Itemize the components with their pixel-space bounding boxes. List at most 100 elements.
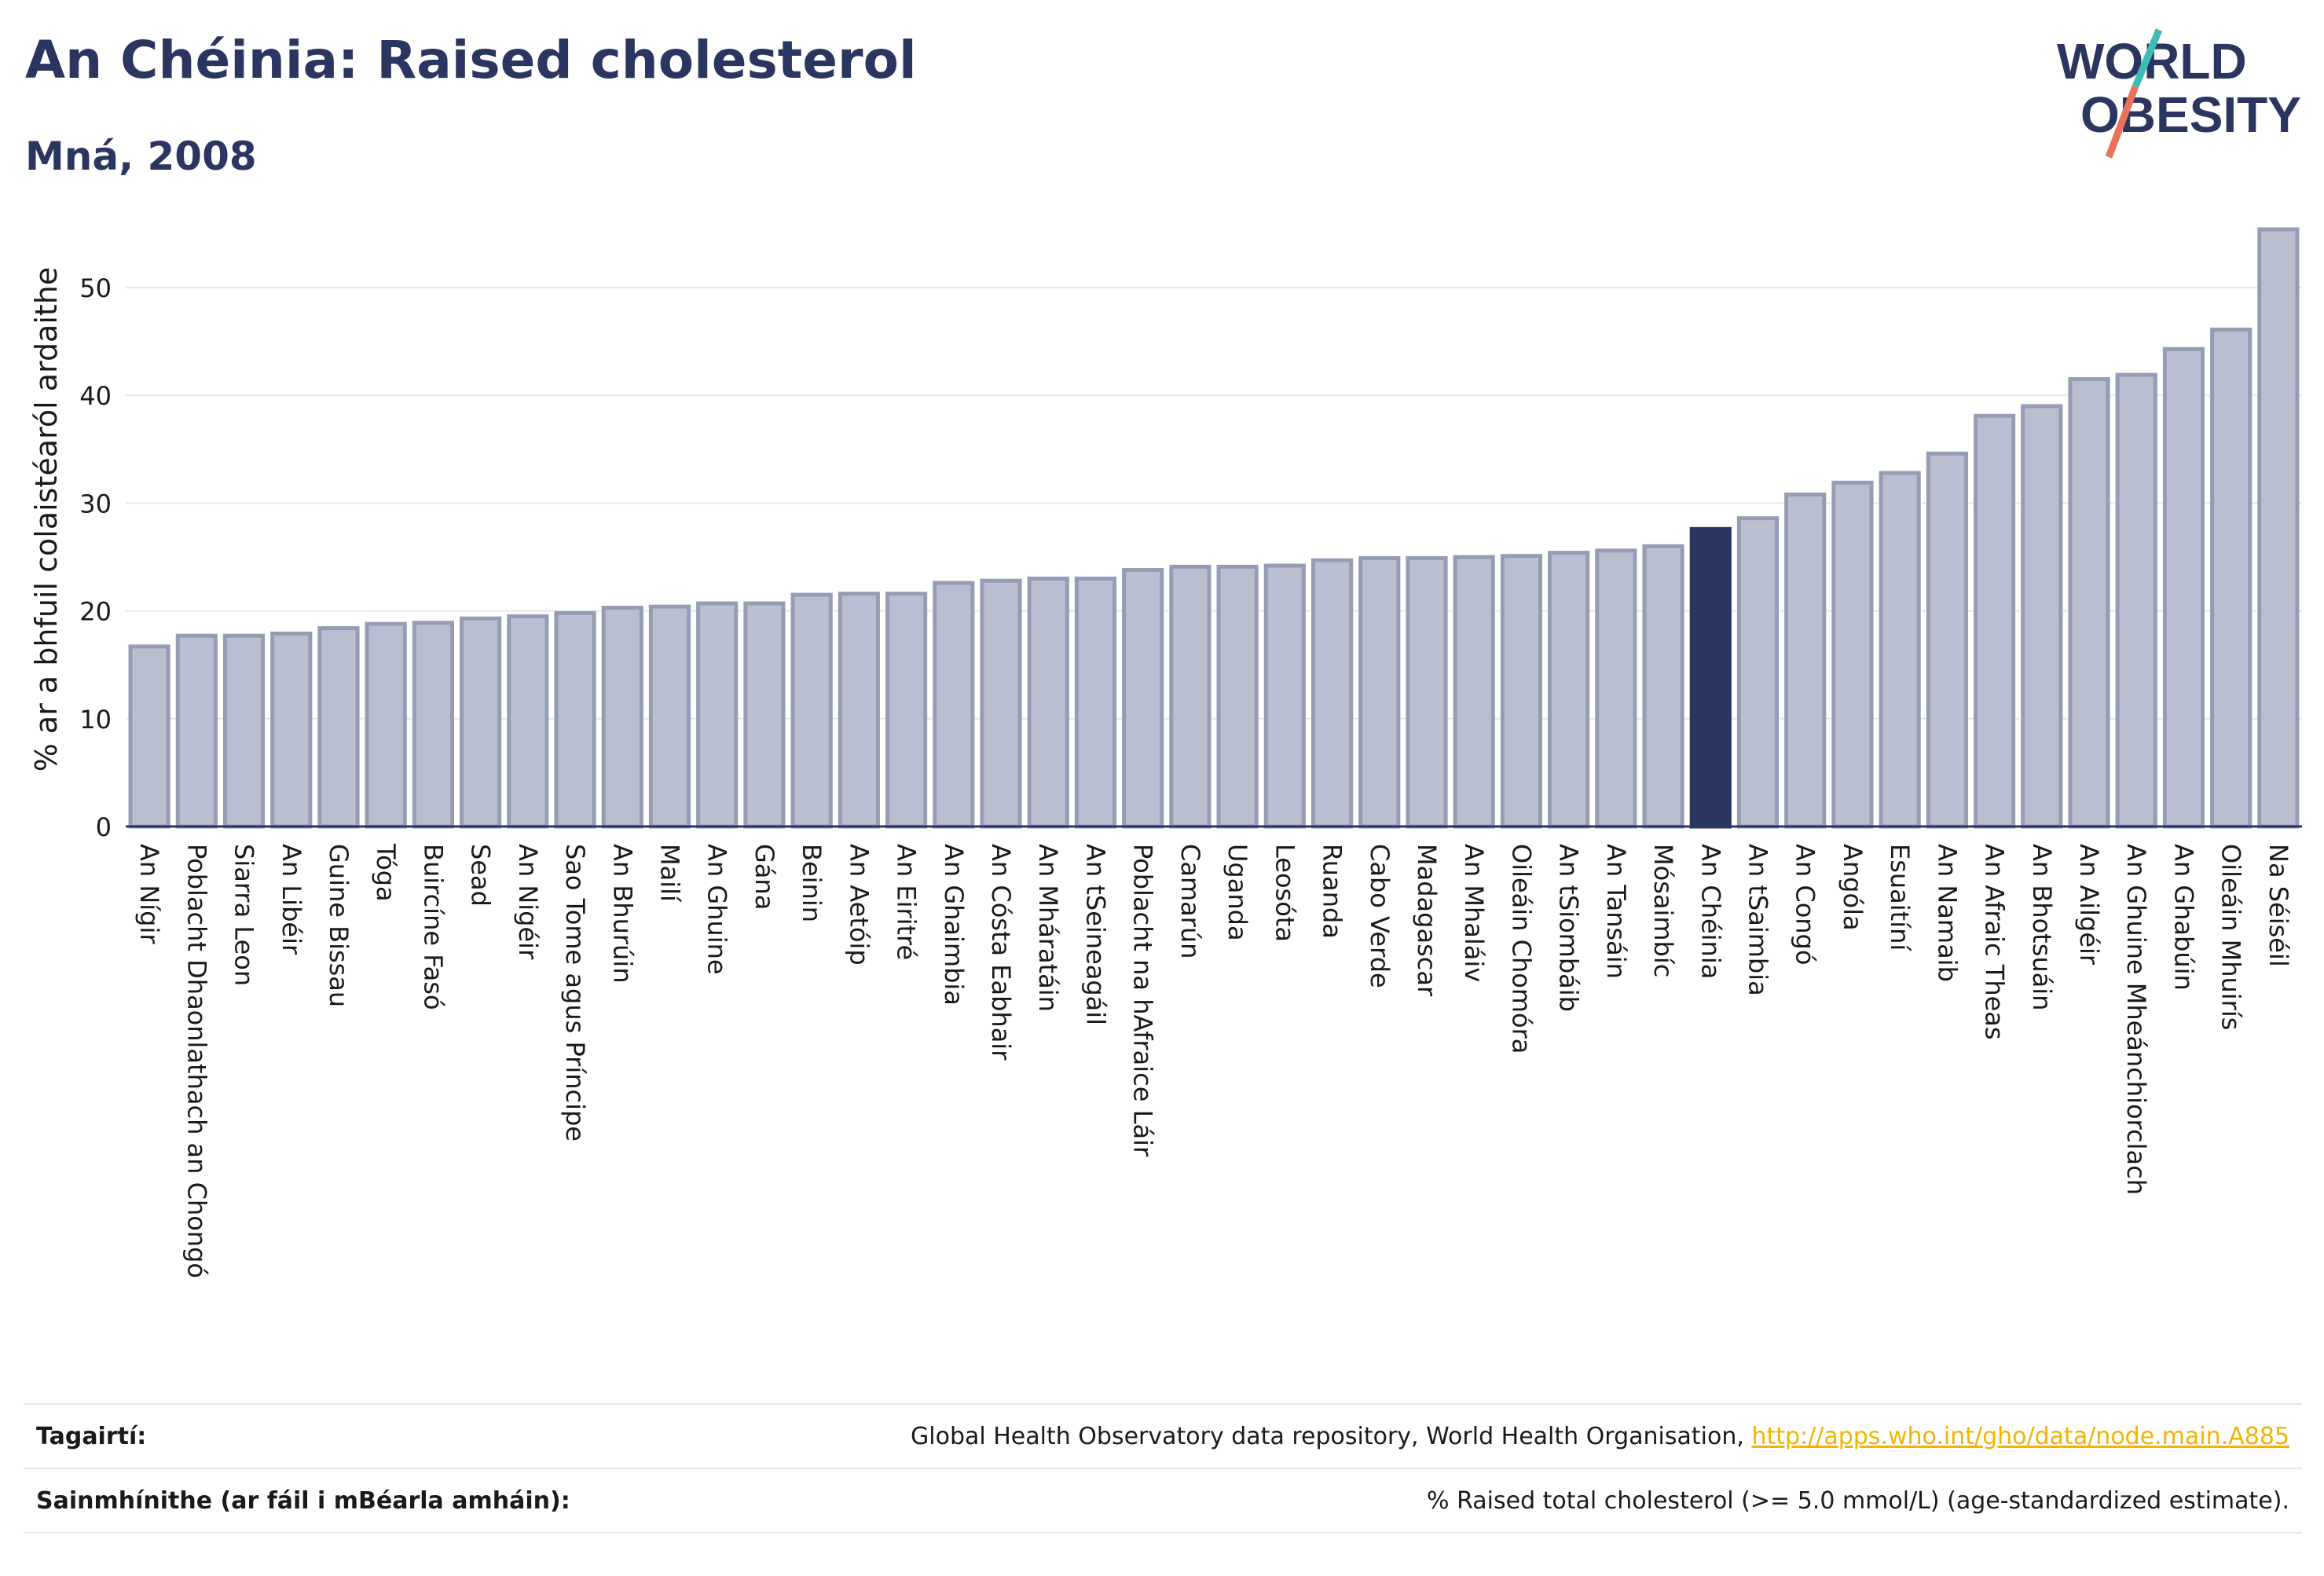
bar-44 [2210, 328, 2253, 829]
logo-slash-bottom [2105, 85, 2139, 159]
bar-29 [1500, 554, 1542, 829]
x-tick-label: Tóga [371, 843, 401, 902]
bar-14 [790, 592, 833, 829]
x-tick-label: An Libéir [277, 844, 306, 955]
bar-22 [1169, 564, 1211, 829]
bar-45 [2257, 227, 2300, 829]
x-tick-label: An Ghabúin [2168, 844, 2198, 991]
references-text: Global Health Observatory data repositor… [911, 1422, 1752, 1450]
x-tick-label: Madagascar [1412, 844, 1442, 997]
bar-43 [2162, 346, 2205, 829]
bar-0 [128, 644, 170, 829]
y-tick-label: 20 [79, 597, 112, 627]
bar-chart: 0 10 20 30 40 50 An Nígir Poblacht Dhaonlathach… [29, 227, 2302, 1278]
chart-title: An Chéinia: Raised cholesterol [25, 30, 917, 90]
x-tick-label: Oileáin Chomóra [1506, 844, 1536, 1054]
bar-4 [317, 626, 360, 829]
x-tick-label: An tSaimbia [1743, 844, 1773, 996]
x-tick-label: Uganda [1222, 844, 1252, 941]
y-tick-label: 50 [79, 273, 112, 303]
bar-25 [1310, 558, 1354, 829]
x-tick-label: Cabo Verde [1365, 844, 1395, 988]
bar-27 [1406, 555, 1448, 829]
x-tick-label: Ruanda [1318, 844, 1347, 939]
bar-35 [1784, 492, 1827, 829]
x-tick-label: An Bhotsuáin [2027, 844, 2057, 1010]
bar-2 [222, 633, 266, 829]
bar-38 [1926, 451, 1968, 829]
x-tick-label: An Ghuine Mheánchiorclach [2121, 844, 2151, 1195]
references-row: Tagairtí: Global Health Observatory data… [24, 1405, 2302, 1468]
bar-37 [1879, 471, 1921, 829]
bar-28 [1453, 555, 1495, 829]
bar-12 [696, 601, 739, 829]
y-axis-title: % ar a bhfuil colaistéaról ardaithe [29, 267, 64, 772]
y-tick-label: 30 [79, 489, 112, 519]
x-tick-label: An Tansáin [1601, 844, 1631, 979]
x-tick-label: An Bhurúin [607, 844, 637, 983]
y-tick-label: 40 [79, 381, 112, 411]
x-tick-label: An Eiritré [892, 844, 922, 960]
x-tick-label: An Mhaláiv [1459, 844, 1489, 982]
bar-32 [1642, 544, 1684, 829]
bar-31 [1595, 548, 1637, 829]
bar-34 [1736, 516, 1780, 829]
x-tick-label: Sao Tome agus Príncipe [560, 844, 590, 1142]
x-tick-label: Sead [466, 844, 496, 907]
bar-42 [2115, 372, 2157, 829]
x-tick-label: An Congó [1791, 844, 1820, 965]
bar-3 [270, 631, 313, 829]
bar-40 [2021, 404, 2063, 829]
bar-19 [1027, 576, 1069, 829]
bar-7 [460, 616, 502, 829]
x-tick-label: Poblacht Dhaonlathach an Chongó [181, 844, 211, 1278]
labels: 0 10 20 30 40 50 An Nígir Poblacht Dhaonlathach… [29, 267, 2293, 1278]
x-tick-label: Poblacht na hAfraice Láir [1128, 844, 1158, 1157]
x-tick-label: Esuaitíní [1885, 844, 1915, 951]
bar-26 [1358, 555, 1401, 829]
bar-18 [980, 578, 1022, 829]
x-tick-label: Buircíne Fasó [418, 844, 448, 1010]
bar-11 [648, 604, 691, 829]
bar-20 [1074, 576, 1117, 829]
x-tick-label: Siarra Leon [229, 844, 259, 986]
x-tick-label: Mailí [655, 844, 685, 903]
logo-slash-top [2132, 28, 2163, 88]
x-tick-label: Camarún [1175, 844, 1205, 958]
references-link[interactable]: http://apps.who.int/gho/data/node.main.A… [1751, 1422, 2289, 1450]
bar-33 [1689, 526, 1732, 829]
y-tick-label: 10 [79, 705, 112, 735]
x-tick-label: An Nígir [134, 844, 164, 944]
definitions-value: % Raised total cholesterol (>= 5.0 mmol/… [1427, 1486, 2289, 1515]
bar-23 [1216, 564, 1259, 829]
x-tick-label: An tSiombáib [1554, 844, 1584, 1012]
bar-21 [1122, 567, 1164, 829]
x-tick-label: An Namaib [1932, 844, 1962, 982]
bar-39 [1974, 413, 2016, 829]
bar-30 [1548, 551, 1590, 829]
references-value: Global Health Observatory data repositor… [911, 1423, 2302, 1450]
definitions-label: Sainmhínithe (ar fáil i mBéarla amháin): [36, 1486, 570, 1515]
x-tick-label: Beinin [797, 844, 827, 922]
x-tick-label: An tSeineagáil [1080, 844, 1110, 1025]
x-tick-label: An Ghuine [702, 844, 732, 975]
x-tick-label: An Chéinia [1695, 844, 1725, 979]
bar-17 [933, 581, 975, 829]
bar-1 [175, 633, 218, 829]
x-tick-label: Oileáin Mhuirís [2216, 844, 2246, 1030]
x-tick-label: An Mháratáin [1033, 844, 1063, 1012]
bar-9 [554, 610, 596, 829]
bar-8 [507, 614, 549, 829]
x-tick-label: An Nigéir [513, 844, 543, 960]
x-tick-label: Guine Bissau [324, 844, 354, 1007]
x-tick-label: An Ghaimbia [939, 844, 969, 1006]
definitions-row: Sainmhínithe (ar fáil i mBéarla amháin):… [24, 1469, 2302, 1532]
x-tick-label: Gána [750, 844, 779, 910]
bar-41 [2068, 377, 2110, 829]
bar-10 [601, 605, 643, 829]
world-obesity-logo: WORLD OBESITY [2057, 28, 2301, 159]
bars [128, 227, 2300, 829]
chart-subtitle: Mná, 2008 [25, 134, 257, 179]
x-tick-label: Angóla [1838, 844, 1868, 931]
x-tick-label: An Afraic Theas [1980, 844, 2010, 1040]
